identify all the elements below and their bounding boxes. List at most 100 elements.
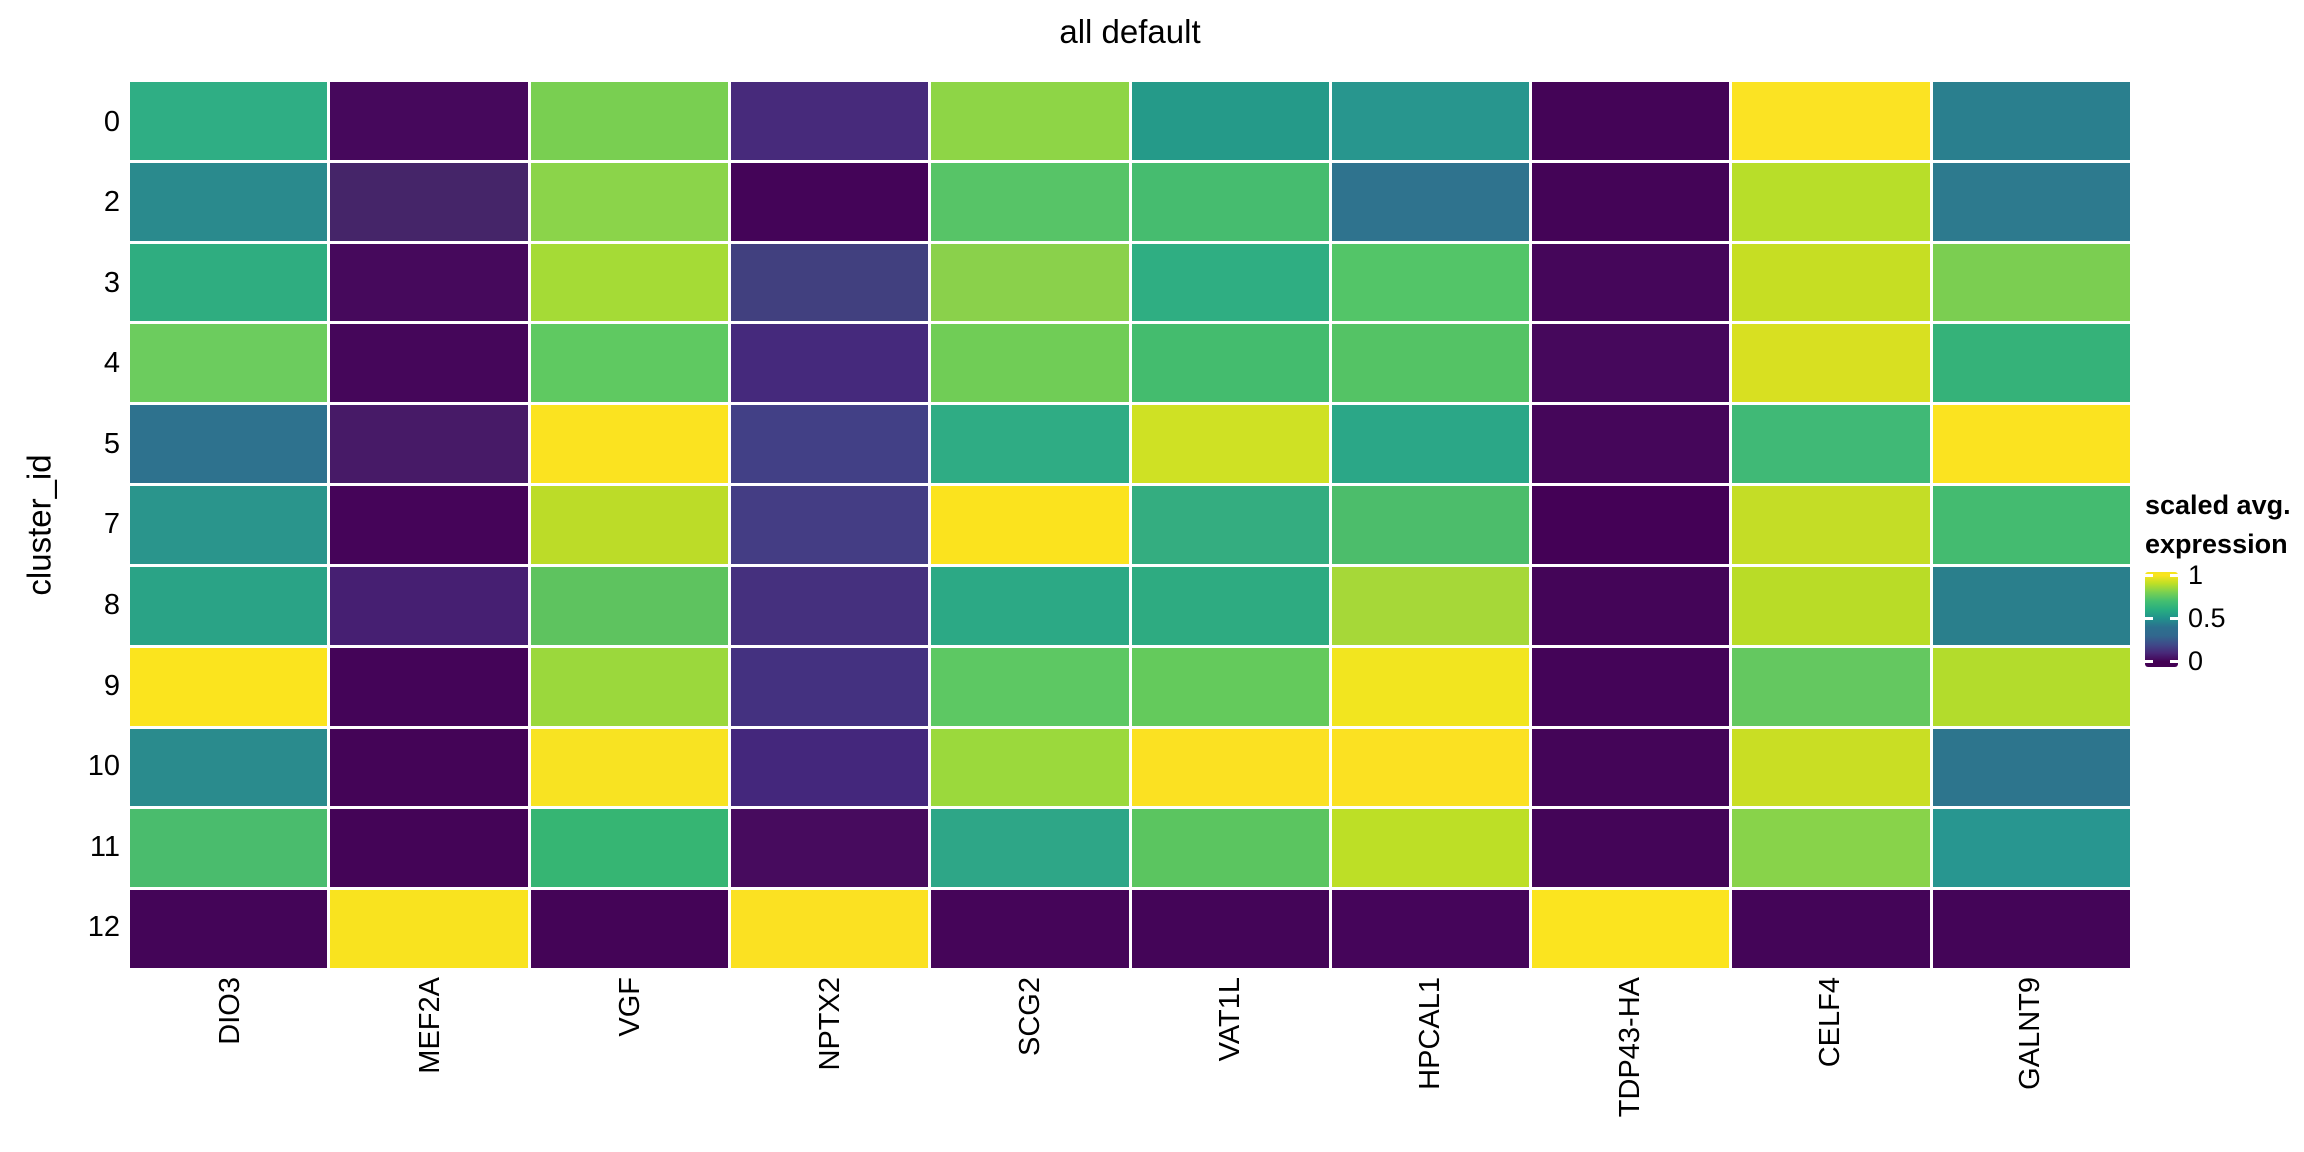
heatmap-cell bbox=[1932, 82, 2130, 160]
y-tick-label: 0 bbox=[103, 105, 120, 138]
heatmap-cell bbox=[1331, 566, 1530, 645]
heatmap-cell bbox=[1131, 890, 1329, 968]
x-tick-label: SCG2 bbox=[1014, 977, 1046, 1056]
heatmap-cell bbox=[530, 243, 728, 322]
legend-tick-label: 1 bbox=[2188, 559, 2204, 590]
heatmap-cell bbox=[130, 566, 328, 645]
heatmap-cell bbox=[130, 890, 328, 968]
heatmap-cell bbox=[1732, 809, 1930, 888]
heatmap-cell bbox=[1732, 243, 1930, 322]
heatmap-cell bbox=[1932, 566, 2130, 645]
heatmap-cell bbox=[730, 566, 929, 645]
heatmap-cell bbox=[931, 486, 1129, 564]
heatmap-cell bbox=[330, 82, 528, 160]
heatmap-grid bbox=[130, 82, 2130, 968]
heatmap-cell bbox=[730, 82, 929, 160]
heatmap-cell bbox=[1131, 324, 1329, 403]
heatmap-cell bbox=[1532, 728, 1730, 807]
heatmap-cell bbox=[931, 162, 1129, 241]
heatmap-cell bbox=[530, 486, 728, 564]
heatmap-cell bbox=[330, 324, 528, 403]
heatmap-cell bbox=[730, 647, 929, 726]
heatmap-cell bbox=[530, 324, 728, 403]
heatmap-cell bbox=[1331, 809, 1530, 888]
heatmap-cell bbox=[1732, 566, 1930, 645]
chart-title: all default bbox=[1059, 13, 1201, 50]
legend-tick-dash-right bbox=[2170, 660, 2178, 664]
legend-colorbar-wrap: 1 0.5 0 bbox=[2145, 560, 2226, 676]
legend-tick-dash-right bbox=[2170, 573, 2178, 577]
heatmap-cell bbox=[1532, 162, 1730, 241]
heatmap-cell bbox=[931, 324, 1129, 403]
heatmap-cell bbox=[1732, 324, 1930, 403]
heatmap-cell bbox=[530, 728, 728, 807]
heatmap-cell bbox=[330, 728, 528, 807]
heatmap-cell bbox=[1932, 324, 2130, 403]
heatmap-cell bbox=[330, 243, 528, 322]
heatmap-cell bbox=[1131, 647, 1329, 726]
legend-title-line-2: expression bbox=[2145, 529, 2288, 559]
heatmap-cell bbox=[1131, 486, 1329, 564]
heatmap-cell bbox=[1932, 728, 2130, 807]
heatmap-cell bbox=[931, 82, 1129, 160]
heatmap-cell bbox=[330, 162, 528, 241]
heatmap-cell bbox=[530, 809, 728, 888]
y-tick-label: 4 bbox=[103, 347, 120, 380]
heatmap-cell bbox=[931, 243, 1129, 322]
heatmap-cell bbox=[730, 405, 929, 484]
heatmap-cell bbox=[530, 82, 728, 160]
legend-tick-dash-left bbox=[2145, 660, 2153, 664]
heatmap-cell bbox=[130, 243, 328, 322]
legend-title-line-1: scaled avg. bbox=[2145, 490, 2291, 520]
heatmap-cell bbox=[1331, 243, 1530, 322]
legend-tick-dash-right bbox=[2170, 617, 2178, 621]
heatmap-cell bbox=[530, 566, 728, 645]
heatmap-cell bbox=[1131, 809, 1329, 888]
y-tick-label: 11 bbox=[89, 830, 120, 863]
heatmap-cell bbox=[330, 405, 528, 484]
legend-tick-label: 0 bbox=[2188, 646, 2204, 677]
heatmap-cell bbox=[130, 405, 328, 484]
legend-tick-dash-left bbox=[2145, 573, 2153, 577]
x-tick-label: HPCAL1 bbox=[1414, 977, 1446, 1090]
heatmap-cell bbox=[730, 162, 929, 241]
heatmap-cell bbox=[330, 486, 528, 564]
heatmap-cell bbox=[1532, 647, 1730, 726]
legend-tick-dash-left bbox=[2145, 617, 2153, 621]
heatmap-cell bbox=[530, 647, 728, 726]
heatmap-cell bbox=[1532, 566, 1730, 645]
heatmap-cell bbox=[730, 486, 929, 564]
heatmap-cell bbox=[1532, 324, 1730, 403]
heatmap-cell bbox=[931, 405, 1129, 484]
heatmap-cell bbox=[1131, 82, 1329, 160]
heatmap-cell bbox=[1331, 890, 1530, 968]
legend-tick-label: 0.5 bbox=[2188, 603, 2226, 634]
x-tick-label: NPTX2 bbox=[814, 977, 846, 1071]
x-tick-label: DIO3 bbox=[214, 977, 246, 1045]
heatmap-cell bbox=[1732, 162, 1930, 241]
heatmap-cell bbox=[730, 324, 929, 403]
heatmap-cell bbox=[931, 647, 1129, 726]
heatmap-cell bbox=[530, 890, 728, 968]
heatmap-cell bbox=[1331, 324, 1530, 403]
heatmap-cell bbox=[1932, 647, 2130, 726]
heatmap-cell bbox=[1532, 243, 1730, 322]
heatmap-cell bbox=[1131, 162, 1329, 241]
x-tick-label: CELF4 bbox=[1814, 977, 1846, 1068]
x-tick-label: VGF bbox=[614, 977, 646, 1037]
x-tick-label: MEF2A bbox=[414, 977, 446, 1074]
heatmap-cell bbox=[1331, 647, 1530, 726]
heatmap-cell bbox=[1532, 890, 1730, 968]
heatmap-cell bbox=[730, 890, 929, 968]
heatmap-cell bbox=[330, 809, 528, 888]
heatmap-cell bbox=[130, 324, 328, 403]
heatmap-cell bbox=[931, 890, 1129, 968]
heatmap-cell bbox=[931, 728, 1129, 807]
heatmap-cell bbox=[730, 728, 929, 807]
heatmap-cell bbox=[330, 647, 528, 726]
heatmap-cell bbox=[1131, 243, 1329, 322]
heatmap-cell bbox=[1532, 809, 1730, 888]
legend: scaled avg. expression 1 0.5 0 bbox=[2145, 486, 2304, 676]
heatmap-cell bbox=[1932, 486, 2130, 564]
heatmap-cell bbox=[1932, 162, 2130, 241]
